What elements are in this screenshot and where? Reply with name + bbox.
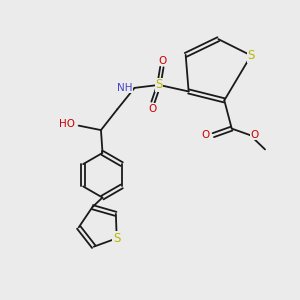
Text: S: S (248, 49, 255, 62)
Text: O: O (148, 104, 157, 114)
Text: O: O (202, 130, 210, 140)
Text: S: S (113, 232, 120, 245)
Text: O: O (250, 130, 258, 140)
Text: S: S (155, 78, 163, 92)
Text: O: O (158, 56, 166, 65)
Text: NH: NH (117, 82, 132, 93)
Text: HO: HO (59, 119, 75, 129)
